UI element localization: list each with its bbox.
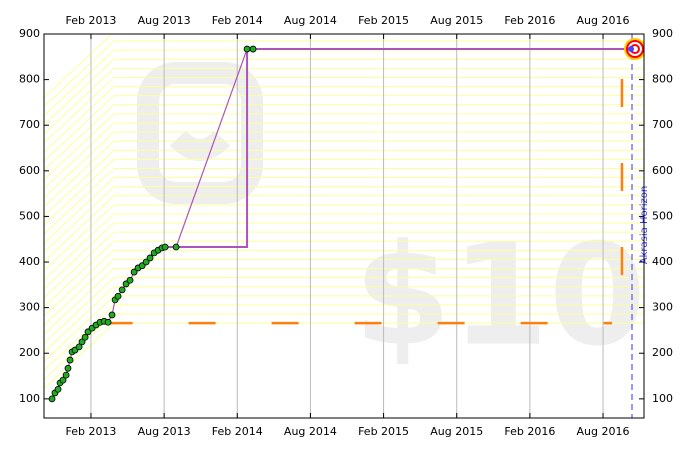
x-tick-label-top: Aug 2013	[138, 14, 191, 27]
datapoint	[59, 376, 67, 384]
x-tick-label: Feb 2016	[504, 425, 555, 438]
y-tick-label: 700	[19, 118, 40, 131]
x-tick-label: Aug 2015	[430, 425, 483, 438]
guide-line	[44, 195, 644, 263]
y-tick-label: 800	[19, 73, 40, 86]
guide-line	[44, 140, 644, 208]
x-tick-label-top: Aug 2016	[577, 14, 630, 27]
y-tick-label-right: 200	[652, 346, 673, 359]
guide-line	[44, 95, 644, 162]
guide-line	[44, 158, 644, 226]
datapoint	[130, 268, 138, 276]
y-tick-label-right: 500	[652, 209, 673, 222]
x-tick-label: Aug 2014	[284, 425, 337, 438]
y-tick-label: 300	[19, 301, 40, 314]
guide-line	[44, 113, 644, 181]
x-tick-label-top: Aug 2015	[430, 14, 483, 27]
datapoint	[142, 258, 150, 266]
horizon-label: Akrasia Horizon	[639, 186, 650, 264]
datapoint	[78, 338, 86, 346]
datapoint	[249, 45, 257, 53]
datapoint	[172, 243, 180, 251]
guide-line	[44, 76, 644, 144]
guide-line	[44, 67, 644, 135]
guide-line	[44, 286, 644, 354]
guide-line	[44, 231, 644, 299]
datapoint	[64, 364, 72, 372]
x-tick-label: Feb 2015	[358, 425, 409, 438]
x-tick-label-top: Feb 2013	[65, 14, 116, 27]
datapoint	[75, 343, 83, 351]
smiley-watermark	[137, 62, 263, 204]
guide-line	[44, 58, 644, 126]
plot-frame	[43, 33, 645, 419]
guide-line	[44, 268, 644, 335]
guide-line	[44, 213, 644, 281]
guide-line	[44, 249, 644, 317]
datapoint	[104, 318, 112, 326]
guide-line	[44, 204, 644, 272]
x-tick-label: Feb 2014	[212, 425, 263, 438]
x-tick-label-top: Aug 2014	[284, 14, 337, 27]
datapoint	[48, 395, 56, 403]
datapoint	[126, 276, 134, 284]
y-tick-label: 200	[19, 346, 40, 359]
datapoint	[54, 385, 62, 393]
plot	[44, 34, 644, 418]
guide-line	[44, 34, 113, 99]
guide-line	[44, 277, 644, 344]
x-tick-label-top: Feb 2015	[358, 14, 409, 27]
y-tick-label: 900	[19, 27, 40, 40]
guide-line	[44, 258, 644, 326]
guide-line	[44, 167, 644, 235]
y-tick-label: 600	[19, 164, 40, 177]
datapoint	[161, 243, 169, 251]
y-tick-label-right: 400	[652, 255, 673, 268]
guide-line	[44, 295, 644, 363]
datapoint	[146, 254, 154, 262]
datapoint	[108, 311, 116, 319]
x-tick-label: Feb 2013	[65, 425, 116, 438]
datapoint	[118, 286, 126, 294]
guide-line	[44, 49, 644, 117]
guide-line	[44, 240, 644, 308]
datapoint	[81, 333, 89, 341]
y-tick-label-right: 900	[652, 27, 673, 40]
y-tick-label-right: 700	[652, 118, 673, 131]
guide-line	[44, 131, 644, 199]
datapoint	[62, 371, 70, 379]
y-tick-label: 100	[19, 392, 40, 405]
goal-point	[627, 46, 634, 53]
guide-line	[44, 86, 644, 153]
x-tick-label: Aug 2013	[138, 425, 191, 438]
series-line	[165, 48, 631, 248]
y-tick-label-right: 800	[652, 73, 673, 86]
y-tick-label: 400	[19, 255, 40, 268]
x-tick-label-top: Feb 2014	[212, 14, 263, 27]
guide-line	[44, 122, 644, 190]
x-tick-label: Aug 2016	[577, 425, 630, 438]
guide-line	[44, 104, 644, 172]
x-tick-label-top: Feb 2016	[504, 14, 555, 27]
datapoint	[114, 292, 122, 300]
guide-line	[44, 222, 644, 290]
guide-line	[44, 40, 644, 108]
datapoint	[243, 45, 251, 53]
y-tick-label: 500	[19, 209, 40, 222]
datapoint	[66, 356, 74, 364]
guide-line	[44, 149, 644, 217]
y-tick-label-right: 300	[652, 301, 673, 314]
y-tick-label-right: 100	[652, 392, 673, 405]
y-tick-label-right: 600	[652, 164, 673, 177]
guide-line	[44, 177, 644, 244]
guide-line	[44, 186, 644, 253]
